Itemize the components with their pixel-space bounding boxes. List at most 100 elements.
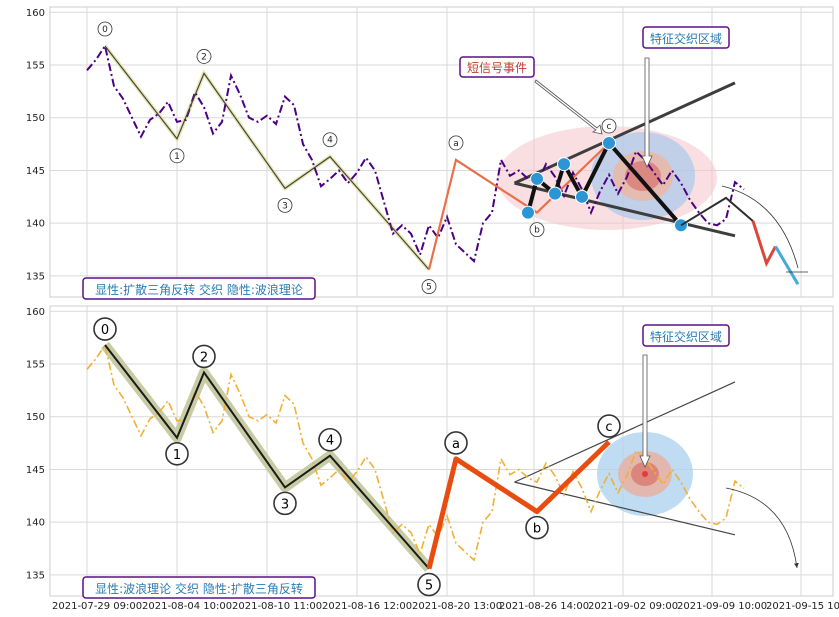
- y-tick-label: 150: [26, 412, 45, 423]
- bottom-y-ticks: 135 140 145 150 155 160: [26, 307, 45, 582]
- signal-callout-box: [459, 56, 535, 78]
- y-tick-label: 135: [26, 570, 45, 581]
- wave-label-5: 5: [426, 283, 432, 293]
- bottom-grid: [50, 306, 833, 596]
- y-tick-label: 135: [26, 271, 45, 282]
- wave-label-marker: [601, 118, 617, 134]
- top-zone-callout-box: [642, 26, 730, 49]
- top-zone-arrow: [641, 57, 653, 168]
- wave-label-3: 3: [282, 201, 288, 211]
- bottom-projection-arc: [725, 487, 799, 569]
- wave-label-marker: [421, 279, 437, 294]
- y-tick-label: 150: [26, 113, 45, 124]
- x-tick-label: 2021-08-20 13:00: [412, 601, 502, 612]
- wave-label-marker: [196, 49, 212, 64]
- wave-label-marker: [322, 132, 338, 148]
- x-tick-label: 2021-08-10 11:00: [232, 601, 322, 612]
- wave-label-marker: [597, 414, 621, 438]
- top-zone-callout-label: 特征交织区域: [650, 31, 722, 46]
- swing-node: [557, 157, 571, 172]
- top-caption-box: [82, 277, 316, 300]
- swing-node: [575, 189, 589, 204]
- bottom-wave-abc-series: [426, 440, 611, 570]
- top-zone-callout: 特征交织区域: [641, 26, 730, 168]
- signal-callout-label: 短信号事件: [467, 61, 527, 75]
- signal-callout: 短信号事件: [459, 56, 603, 135]
- top-swing-nodes: [521, 136, 688, 233]
- top-panel: 135 140 145 150 155 160 0 1 2 3 4 5 a b c 短信号事件 特征交织区…: [26, 6, 834, 300]
- bottom-caption-box: [82, 576, 316, 599]
- signal-arrow: [534, 79, 603, 135]
- x-tick-label: 2021-08-16 12:00: [322, 601, 412, 612]
- y-tick-label: 155: [26, 360, 45, 371]
- bottom-wave-labels: 0 1 2 3 4 5 a b c: [93, 317, 621, 597]
- y-tick-label: 140: [26, 518, 45, 529]
- wave-label-0: 0: [101, 323, 109, 338]
- wave-label-1: 1: [173, 448, 181, 463]
- wave-label-marker: [192, 344, 216, 369]
- x-tick-label: 2021-09-15 10:00: [766, 601, 839, 612]
- triangle-lower-line: [514, 481, 736, 536]
- wave-label-marker: [448, 135, 464, 151]
- top-wave-series: [104, 45, 430, 270]
- wave-label-marker: [165, 442, 189, 466]
- x-tick-label: 2021-08-26 14:00: [499, 601, 589, 612]
- top-projection-arc: [721, 185, 799, 269]
- x-tick-label: 2021-09-09 10:00: [677, 601, 767, 612]
- bottom-zone-callout-box: [642, 324, 730, 347]
- top-projection-blue: [774, 245, 800, 286]
- wave-label-c: c: [605, 420, 612, 435]
- wave-label-marker: [273, 491, 297, 516]
- wave-label-a: a: [453, 139, 459, 149]
- bottom-zone-arrow: [639, 354, 651, 468]
- top-projection-red: [751, 220, 777, 268]
- swing-node: [530, 171, 544, 186]
- triangle-upper-line: [514, 381, 736, 483]
- wave-label-marker: [417, 572, 441, 597]
- swing-node: [521, 205, 535, 220]
- top-plot-frame: [49, 6, 834, 298]
- wave-label-marker: [444, 431, 468, 455]
- y-tick-label: 140: [26, 219, 45, 230]
- wave-label-2: 2: [201, 52, 207, 62]
- wave-label-marker: [93, 317, 117, 341]
- swing-node: [602, 136, 616, 151]
- wave-label-marker: [318, 427, 342, 452]
- x-tick-label: 2021-08-04 10:00: [142, 601, 232, 612]
- top-caption-label: 显性:扩散三角反转 交织 隐性:波浪理论: [95, 282, 303, 297]
- wave-label-marker: [525, 515, 549, 540]
- y-tick-label: 145: [26, 465, 45, 476]
- top-caption: 显性:扩散三角反转 交织 隐性:波浪理论: [82, 277, 316, 300]
- triangle-upper-line: [513, 81, 736, 185]
- wave-label-marker: [529, 222, 545, 238]
- y-tick-label: 155: [26, 61, 45, 72]
- y-tick-label: 160: [26, 8, 45, 19]
- top-y-ticks: 135 140 145 150 155 160: [26, 8, 45, 283]
- bottom-x-ticks: 2021-07-29 09:00 2021-08-04 10:00 2021-08-…: [52, 601, 839, 612]
- wave-label-a: a: [452, 437, 460, 452]
- bottom-zone-callout: 特征交织区域: [639, 324, 730, 468]
- bottom-caption: 显性:波浪理论 交织 隐性:扩散三角反转: [82, 576, 316, 599]
- wave-label-c: c: [607, 122, 612, 132]
- top-projection-green: [680, 196, 754, 227]
- bottom-zone-callout-label: 特征交织区域: [650, 329, 722, 344]
- wave-label-5: 5: [425, 579, 433, 594]
- wave-label-3: 3: [281, 497, 289, 512]
- wave-label-marker: [277, 197, 293, 213]
- wave-label-marker: [169, 148, 185, 164]
- wave-label-4: 4: [326, 434, 334, 449]
- wave-label-b: b: [533, 522, 541, 537]
- bottom-zone-center: [642, 471, 648, 477]
- y-tick-label: 160: [26, 307, 45, 318]
- top-wave-labels: 0 1 2 3 4 5 a b c: [97, 21, 617, 294]
- swing-node: [548, 186, 562, 201]
- x-tick-label: 2021-09-02 09:00: [588, 601, 678, 612]
- wave-label-b: b: [534, 226, 540, 236]
- bottom-wave-series: [104, 344, 430, 570]
- y-tick-label: 145: [26, 166, 45, 177]
- wave-label-marker: [97, 21, 113, 37]
- wave-label-2: 2: [200, 350, 208, 365]
- bottom-caption-label: 显性:波浪理论 交织 隐性:扩散三角反转: [95, 581, 303, 596]
- wave-label-0: 0: [102, 25, 108, 35]
- bottom-triangle-lines: [514, 381, 736, 536]
